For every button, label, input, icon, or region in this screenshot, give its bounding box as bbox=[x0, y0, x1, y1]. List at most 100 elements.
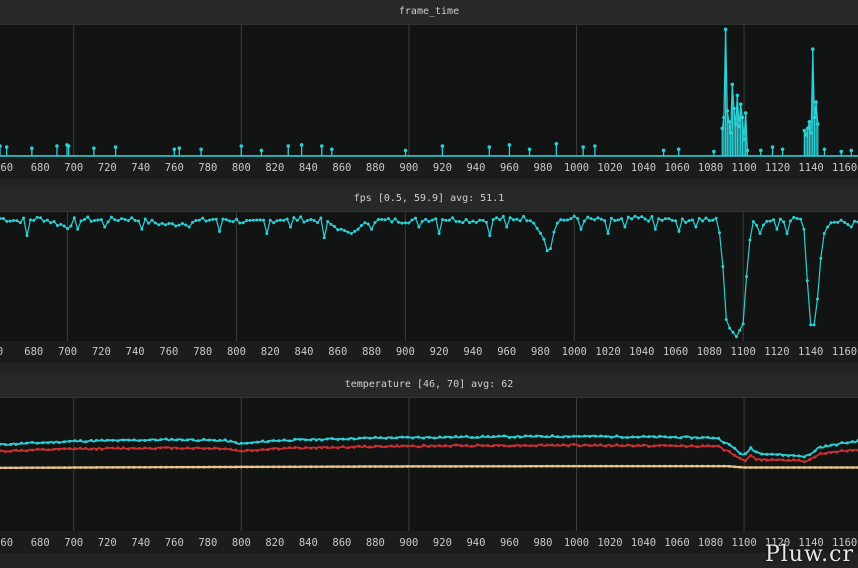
data-point bbox=[46, 448, 50, 452]
data-point bbox=[781, 458, 785, 462]
data-point bbox=[620, 464, 624, 468]
data-point bbox=[459, 435, 463, 439]
x-tick-label: 1140 bbox=[798, 346, 823, 358]
data-point bbox=[770, 457, 774, 461]
data-point bbox=[631, 435, 635, 439]
data-point bbox=[172, 147, 177, 152]
data-point bbox=[255, 449, 259, 453]
data-point bbox=[813, 466, 817, 469]
data-point bbox=[706, 444, 710, 448]
data-point bbox=[89, 466, 93, 469]
data-point bbox=[561, 443, 565, 447]
data-point bbox=[288, 446, 292, 450]
data-point bbox=[488, 234, 492, 238]
data-point bbox=[502, 444, 506, 448]
data-point bbox=[556, 464, 560, 468]
data-point bbox=[733, 453, 737, 457]
data-point bbox=[305, 218, 309, 222]
data-point bbox=[734, 335, 738, 339]
data-point bbox=[0, 217, 2, 221]
data-point bbox=[319, 144, 324, 148]
data-point bbox=[248, 218, 252, 222]
data-point bbox=[406, 444, 410, 448]
data-point bbox=[28, 218, 32, 222]
data-point bbox=[721, 264, 725, 268]
data-point bbox=[380, 218, 384, 222]
data-point bbox=[599, 464, 602, 468]
data-point bbox=[748, 238, 752, 242]
data-point bbox=[202, 437, 206, 441]
data-point bbox=[640, 215, 644, 219]
data-point bbox=[507, 444, 511, 448]
data-point bbox=[565, 218, 569, 222]
data-point bbox=[400, 221, 404, 225]
data-point bbox=[234, 448, 238, 452]
data-point bbox=[49, 221, 53, 225]
data-point bbox=[738, 451, 742, 455]
data-point bbox=[174, 224, 178, 228]
data-point bbox=[577, 444, 581, 448]
data-point bbox=[121, 465, 125, 469]
data-point bbox=[154, 438, 158, 442]
data-point bbox=[475, 435, 479, 439]
data-point bbox=[304, 446, 308, 450]
data-point bbox=[839, 149, 844, 154]
data-point bbox=[62, 224, 66, 228]
data-point bbox=[69, 224, 73, 228]
data-point bbox=[298, 465, 302, 469]
data-point bbox=[30, 146, 34, 150]
data-point bbox=[755, 223, 759, 227]
data-point bbox=[277, 447, 281, 451]
data-point bbox=[309, 465, 313, 469]
data-point bbox=[663, 443, 667, 447]
data-point bbox=[389, 444, 393, 448]
data-point bbox=[432, 444, 436, 448]
data-point bbox=[529, 444, 533, 448]
data-point bbox=[513, 444, 517, 448]
data-point bbox=[851, 448, 855, 452]
x-tick-label: 840 bbox=[299, 537, 318, 549]
temperature-panel: temperature [46, 70] avg: 62 60 680 700 720… bbox=[0, 373, 858, 568]
data-point bbox=[770, 466, 774, 469]
data-point bbox=[234, 465, 238, 469]
data-point bbox=[25, 234, 29, 238]
data-point bbox=[397, 220, 401, 224]
data-point bbox=[589, 217, 593, 221]
data-point bbox=[406, 465, 409, 468]
data-point bbox=[775, 227, 779, 231]
data-point bbox=[138, 465, 141, 469]
data-point bbox=[524, 464, 527, 468]
data-point bbox=[298, 437, 302, 441]
data-point bbox=[495, 216, 499, 220]
data-point bbox=[687, 219, 691, 223]
data-point bbox=[566, 435, 570, 439]
data-point bbox=[786, 466, 790, 469]
data-point bbox=[583, 434, 587, 438]
data-point bbox=[19, 448, 23, 452]
data-point bbox=[481, 434, 485, 438]
data-point bbox=[143, 446, 147, 450]
data-point bbox=[749, 446, 753, 450]
data-point bbox=[459, 464, 463, 468]
data-point bbox=[177, 223, 181, 227]
data-point bbox=[797, 454, 801, 458]
x-tick-label: 680 bbox=[24, 346, 43, 358]
data-point bbox=[42, 219, 46, 223]
data-point bbox=[845, 449, 849, 453]
data-point bbox=[529, 464, 533, 468]
x-tick-label: 1120 bbox=[764, 346, 789, 358]
data-point bbox=[679, 444, 683, 448]
frame-time-panel: frame_time 60 680 700 720 740 760 780 800 820 840… bbox=[0, 0, 858, 182]
data-point bbox=[286, 144, 291, 148]
data-point bbox=[186, 465, 190, 469]
data-point bbox=[95, 438, 99, 442]
data-point bbox=[524, 434, 528, 438]
data-point bbox=[167, 222, 171, 226]
x-tick-label: 780 bbox=[198, 537, 217, 549]
data-point bbox=[555, 221, 559, 225]
data-point bbox=[336, 228, 340, 232]
data-point bbox=[642, 443, 645, 447]
data-point bbox=[403, 148, 408, 153]
data-point bbox=[180, 465, 184, 469]
data-point bbox=[45, 218, 49, 222]
